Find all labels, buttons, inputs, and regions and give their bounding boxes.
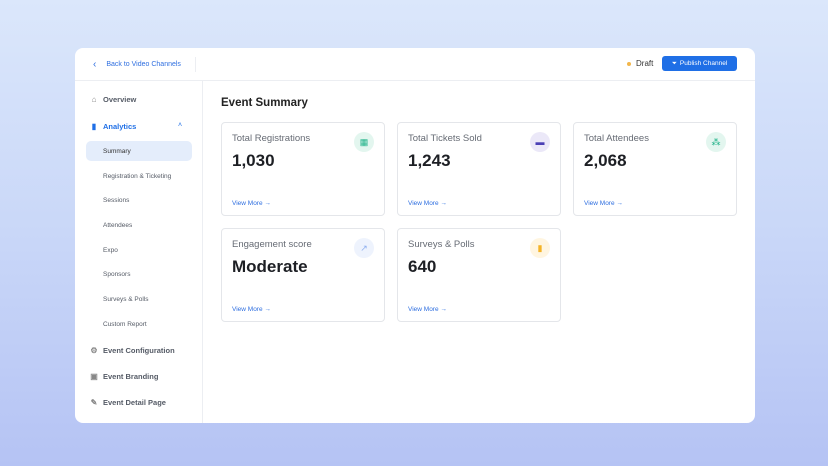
- app-window: ‹ Back to Video Channels Draft ⏷ Publish C…: [75, 48, 755, 423]
- sidebar-sub-custom-report[interactable]: Custom Report: [103, 320, 147, 328]
- sidebar-item-event-branding[interactable]: ▣ Event Branding: [90, 372, 158, 381]
- ticket-icon: ▬: [530, 132, 550, 152]
- bar-chart-icon: ▮: [530, 238, 550, 258]
- sidebar-sub-registration[interactable]: Registration & Ticketing: [103, 172, 172, 180]
- chevron-up-icon[interactable]: ˄: [178, 122, 183, 129]
- view-more-link[interactable]: View More →: [408, 306, 447, 313]
- stat-card-registrations: Total Registrations 1,030 ▦ View More →: [221, 122, 385, 216]
- chevron-left-icon: ‹: [93, 59, 97, 70]
- card-value: 1,243: [408, 151, 451, 170]
- view-more-link[interactable]: View More →: [232, 200, 271, 207]
- stat-card-tickets: Total Tickets Sold 1,243 ▬ View More →: [397, 122, 561, 216]
- view-more-link[interactable]: View More →: [408, 200, 447, 207]
- pencil-icon: ✎: [90, 398, 98, 407]
- trend-icon: ↗: [354, 238, 374, 258]
- card-value: Moderate: [232, 257, 308, 276]
- card-value: 1,030: [232, 151, 275, 170]
- home-icon: ⌂: [91, 95, 97, 104]
- stat-card-surveys: Surveys & Polls 640 ▮ View More →: [397, 228, 561, 322]
- sidebar-sub-expo[interactable]: Expo: [103, 246, 118, 254]
- sidebar-sub-sessions[interactable]: Sessions: [103, 196, 130, 204]
- page-title: Event Summary: [221, 97, 308, 109]
- publish-label: Publish Channel: [679, 60, 728, 67]
- bar-chart-icon: ▮: [91, 122, 97, 131]
- stat-card-attendees: Total Attendees 2,068 ⁂ View More →: [573, 122, 737, 216]
- label: Analytics: [103, 122, 137, 131]
- back-link[interactable]: ‹ Back to Video Channels: [93, 59, 181, 70]
- label: Overview: [103, 95, 137, 104]
- label: Event Branding: [103, 372, 159, 381]
- status-text: Draft: [636, 59, 654, 68]
- sidebar-sub-surveys[interactable]: Surveys & Polls: [103, 295, 149, 303]
- divider: [195, 57, 196, 72]
- sidebar-item-overview[interactable]: ⌂ Overview: [90, 95, 137, 104]
- card-label: Total Attendees: [584, 133, 649, 144]
- sidebar: ⌂ Overview ▮ Analytics ˄ Summary Registrat…: [75, 81, 203, 423]
- sidebar-item-analytics[interactable]: ▮ Analytics: [90, 122, 137, 131]
- card-label: Surveys & Polls: [408, 239, 475, 250]
- sidebar-sub-sponsors[interactable]: Sponsors: [103, 270, 131, 278]
- sidebar-item-event-detail-page[interactable]: ✎ Event Detail Page: [90, 398, 166, 407]
- back-label: Back to Video Channels: [106, 61, 181, 68]
- top-bar: ‹ Back to Video Channels Draft ⏷ Publish C…: [75, 48, 755, 81]
- gear-icon: ⚙: [90, 346, 98, 355]
- calendar-icon: ▦: [354, 132, 374, 152]
- card-value: 640: [408, 257, 437, 276]
- label: Event Configuration: [103, 346, 175, 355]
- publish-channel-button[interactable]: ⏷ Publish Channel: [662, 56, 737, 71]
- sidebar-item-event-configuration[interactable]: ⚙ Event Configuration: [90, 346, 175, 355]
- view-more-link[interactable]: View More →: [584, 200, 623, 207]
- card-label: Total Tickets Sold: [408, 133, 482, 144]
- stat-card-engagement: Engagement score Moderate ↗ View More →: [221, 228, 385, 322]
- card-label: Total Registrations: [232, 133, 311, 144]
- status-dot-icon: [627, 61, 631, 66]
- card-label: Engagement score: [232, 239, 312, 250]
- sidebar-sub-attendees[interactable]: Attendees: [103, 221, 133, 229]
- status-badge: Draft: [627, 59, 653, 68]
- image-icon: ▣: [90, 372, 98, 381]
- users-icon: ⁂: [706, 132, 726, 152]
- filter-icon: ⏷: [671, 59, 677, 67]
- view-more-link[interactable]: View More →: [232, 306, 271, 313]
- card-value: 2,068: [584, 151, 627, 170]
- label: Event Detail Page: [103, 398, 166, 407]
- sidebar-sub-summary[interactable]: Summary: [86, 141, 192, 161]
